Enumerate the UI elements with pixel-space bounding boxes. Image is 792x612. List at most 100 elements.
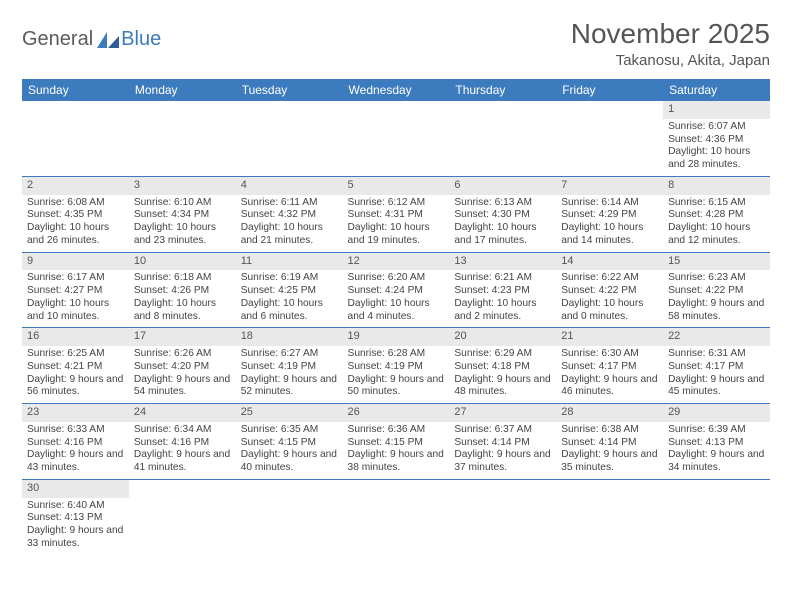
sunset-line: Sunset: 4:19 PM (241, 361, 338, 374)
calendar-cell: 17Sunrise: 6:26 AMSunset: 4:20 PMDayligh… (129, 328, 236, 404)
day-body: Sunrise: 6:33 AMSunset: 4:16 PMDaylight:… (22, 422, 129, 479)
calendar-cell: 15Sunrise: 6:23 AMSunset: 4:22 PMDayligh… (663, 252, 770, 328)
daylight-line: Daylight: 9 hours and 40 minutes. (241, 449, 338, 475)
calendar-head: SundayMondayTuesdayWednesdayThursdayFrid… (22, 79, 770, 101)
day-number: 21 (556, 328, 663, 346)
sunset-line: Sunset: 4:16 PM (134, 437, 231, 450)
daylight-line: Daylight: 9 hours and 45 minutes. (668, 374, 765, 400)
day-body: Sunrise: 6:08 AMSunset: 4:35 PMDaylight:… (22, 195, 129, 252)
calendar-cell (449, 101, 556, 176)
day-body: Sunrise: 6:39 AMSunset: 4:13 PMDaylight:… (663, 422, 770, 479)
calendar-cell: 21Sunrise: 6:30 AMSunset: 4:17 PMDayligh… (556, 328, 663, 404)
day-cell: 4Sunrise: 6:11 AMSunset: 4:32 PMDaylight… (236, 177, 343, 252)
calendar-cell (343, 479, 450, 554)
sunrise-line: Sunrise: 6:26 AM (134, 348, 231, 361)
day-number: 6 (449, 177, 556, 195)
sunrise-line: Sunrise: 6:27 AM (241, 348, 338, 361)
daylight-line: Daylight: 10 hours and 28 minutes. (668, 146, 765, 172)
day-body: Sunrise: 6:40 AMSunset: 4:13 PMDaylight:… (22, 498, 129, 555)
sunrise-line: Sunrise: 6:29 AM (454, 348, 551, 361)
weekday-row: SundayMondayTuesdayWednesdayThursdayFrid… (22, 79, 770, 101)
sunrise-line: Sunrise: 6:28 AM (348, 348, 445, 361)
day-body: Sunrise: 6:22 AMSunset: 4:22 PMDaylight:… (556, 270, 663, 327)
day-body: Sunrise: 6:37 AMSunset: 4:14 PMDaylight:… (449, 422, 556, 479)
day-cell: 16Sunrise: 6:25 AMSunset: 4:21 PMDayligh… (22, 328, 129, 403)
day-cell: 28Sunrise: 6:38 AMSunset: 4:14 PMDayligh… (556, 404, 663, 479)
day-body: Sunrise: 6:18 AMSunset: 4:26 PMDaylight:… (129, 270, 236, 327)
day-number: 1 (663, 101, 770, 119)
day-body: Sunrise: 6:12 AMSunset: 4:31 PMDaylight:… (343, 195, 450, 252)
weekday-wednesday: Wednesday (343, 79, 450, 101)
calendar-row: 23Sunrise: 6:33 AMSunset: 4:16 PMDayligh… (22, 404, 770, 480)
daylight-line: Daylight: 9 hours and 37 minutes. (454, 449, 551, 475)
sunset-line: Sunset: 4:17 PM (561, 361, 658, 374)
daylight-line: Daylight: 9 hours and 48 minutes. (454, 374, 551, 400)
day-body: Sunrise: 6:31 AMSunset: 4:17 PMDaylight:… (663, 346, 770, 403)
sunrise-line: Sunrise: 6:19 AM (241, 272, 338, 285)
day-number: 26 (343, 404, 450, 422)
calendar-cell: 2Sunrise: 6:08 AMSunset: 4:35 PMDaylight… (22, 176, 129, 252)
sunrise-line: Sunrise: 6:39 AM (668, 424, 765, 437)
sunrise-line: Sunrise: 6:12 AM (348, 197, 445, 210)
day-cell: 30Sunrise: 6:40 AMSunset: 4:13 PMDayligh… (22, 480, 129, 555)
calendar-cell: 28Sunrise: 6:38 AMSunset: 4:14 PMDayligh… (556, 404, 663, 480)
day-body: Sunrise: 6:13 AMSunset: 4:30 PMDaylight:… (449, 195, 556, 252)
sunset-line: Sunset: 4:14 PM (561, 437, 658, 450)
daylight-line: Daylight: 9 hours and 50 minutes. (348, 374, 445, 400)
calendar-cell (449, 479, 556, 554)
day-body: Sunrise: 6:07 AMSunset: 4:36 PMDaylight:… (663, 119, 770, 176)
sunrise-line: Sunrise: 6:14 AM (561, 197, 658, 210)
daylight-line: Daylight: 9 hours and 43 minutes. (27, 449, 124, 475)
calendar-cell (22, 101, 129, 176)
day-body: Sunrise: 6:17 AMSunset: 4:27 PMDaylight:… (22, 270, 129, 327)
daylight-line: Daylight: 9 hours and 58 minutes. (668, 298, 765, 324)
calendar-row: 2Sunrise: 6:08 AMSunset: 4:35 PMDaylight… (22, 176, 770, 252)
calendar-cell: 3Sunrise: 6:10 AMSunset: 4:34 PMDaylight… (129, 176, 236, 252)
calendar-cell: 25Sunrise: 6:35 AMSunset: 4:15 PMDayligh… (236, 404, 343, 480)
calendar-cell: 20Sunrise: 6:29 AMSunset: 4:18 PMDayligh… (449, 328, 556, 404)
day-cell: 5Sunrise: 6:12 AMSunset: 4:31 PMDaylight… (343, 177, 450, 252)
sunset-line: Sunset: 4:15 PM (348, 437, 445, 450)
calendar-cell (556, 101, 663, 176)
calendar-body: 1Sunrise: 6:07 AMSunset: 4:36 PMDaylight… (22, 101, 770, 555)
calendar-cell (663, 479, 770, 554)
page: General Blue November 2025 Takanosu, Aki… (0, 0, 792, 573)
day-number: 3 (129, 177, 236, 195)
day-cell: 10Sunrise: 6:18 AMSunset: 4:26 PMDayligh… (129, 253, 236, 328)
calendar-cell: 6Sunrise: 6:13 AMSunset: 4:30 PMDaylight… (449, 176, 556, 252)
weekday-sunday: Sunday (22, 79, 129, 101)
day-number: 10 (129, 253, 236, 271)
calendar-cell: 7Sunrise: 6:14 AMSunset: 4:29 PMDaylight… (556, 176, 663, 252)
logo: General Blue (22, 18, 161, 51)
calendar-cell: 1Sunrise: 6:07 AMSunset: 4:36 PMDaylight… (663, 101, 770, 176)
calendar-cell: 9Sunrise: 6:17 AMSunset: 4:27 PMDaylight… (22, 252, 129, 328)
daylight-line: Daylight: 10 hours and 14 minutes. (561, 222, 658, 248)
sunset-line: Sunset: 4:16 PM (27, 437, 124, 450)
day-cell: 9Sunrise: 6:17 AMSunset: 4:27 PMDaylight… (22, 253, 129, 328)
sunrise-line: Sunrise: 6:33 AM (27, 424, 124, 437)
daylight-line: Daylight: 10 hours and 6 minutes. (241, 298, 338, 324)
sunset-line: Sunset: 4:20 PM (134, 361, 231, 374)
calendar-cell: 16Sunrise: 6:25 AMSunset: 4:21 PMDayligh… (22, 328, 129, 404)
daylight-line: Daylight: 10 hours and 21 minutes. (241, 222, 338, 248)
sunset-line: Sunset: 4:36 PM (668, 134, 765, 147)
sunset-line: Sunset: 4:31 PM (348, 209, 445, 222)
daylight-line: Daylight: 9 hours and 46 minutes. (561, 374, 658, 400)
sunrise-line: Sunrise: 6:36 AM (348, 424, 445, 437)
daylight-line: Daylight: 9 hours and 56 minutes. (27, 374, 124, 400)
calendar-cell (236, 101, 343, 176)
sunset-line: Sunset: 4:18 PM (454, 361, 551, 374)
calendar-row: 16Sunrise: 6:25 AMSunset: 4:21 PMDayligh… (22, 328, 770, 404)
day-cell: 14Sunrise: 6:22 AMSunset: 4:22 PMDayligh… (556, 253, 663, 328)
day-number: 28 (556, 404, 663, 422)
calendar-cell: 14Sunrise: 6:22 AMSunset: 4:22 PMDayligh… (556, 252, 663, 328)
daylight-line: Daylight: 10 hours and 10 minutes. (27, 298, 124, 324)
day-number: 14 (556, 253, 663, 271)
daylight-line: Daylight: 10 hours and 12 minutes. (668, 222, 765, 248)
sunrise-line: Sunrise: 6:07 AM (668, 121, 765, 134)
sunset-line: Sunset: 4:22 PM (561, 285, 658, 298)
calendar-cell: 18Sunrise: 6:27 AMSunset: 4:19 PMDayligh… (236, 328, 343, 404)
sunrise-line: Sunrise: 6:31 AM (668, 348, 765, 361)
daylight-line: Daylight: 10 hours and 19 minutes. (348, 222, 445, 248)
daylight-line: Daylight: 10 hours and 4 minutes. (348, 298, 445, 324)
